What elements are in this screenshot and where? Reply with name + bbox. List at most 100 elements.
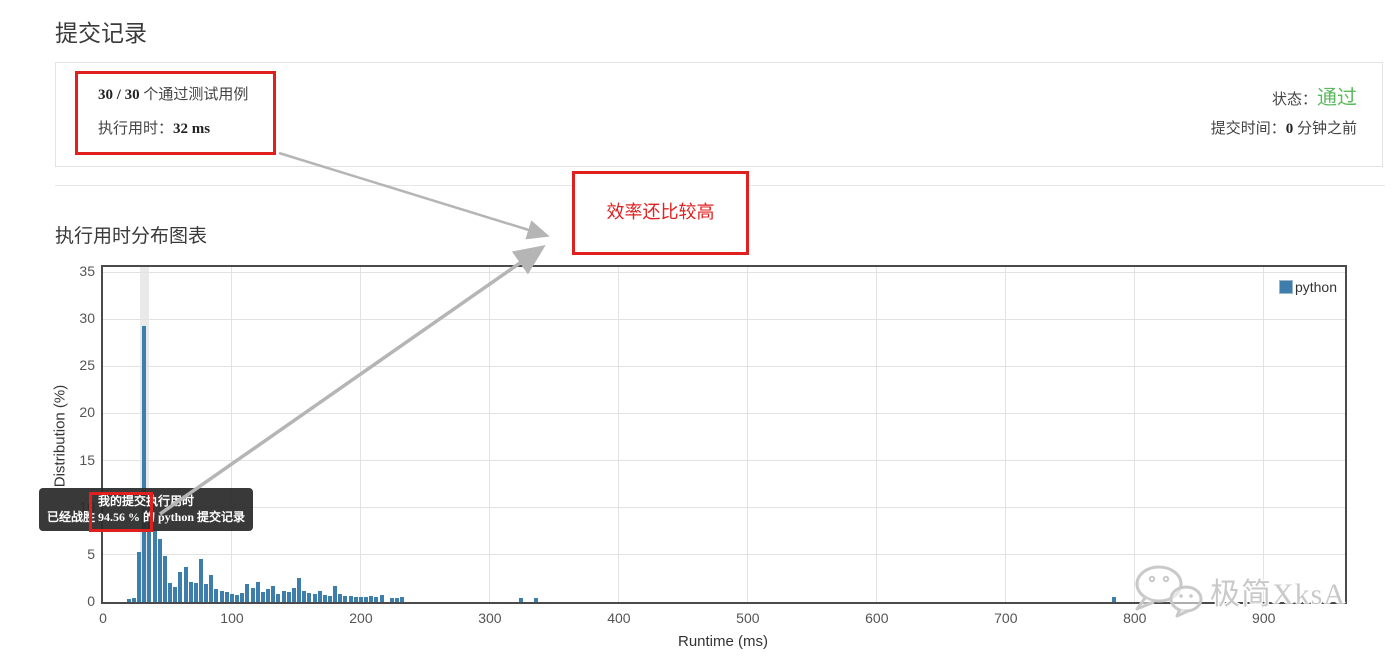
status-value: 通过 [1317,87,1357,109]
histogram-bar[interactable] [131,598,136,602]
python-legend-label: python [1294,279,1337,295]
histogram-bar[interactable] [147,503,152,602]
histogram-bar[interactable] [343,596,348,602]
histogram-bar[interactable] [240,592,245,602]
histogram-bar[interactable] [142,325,147,602]
x-gridline [618,267,620,602]
histogram-bar[interactable] [281,590,286,602]
histogram-bar[interactable] [302,590,307,602]
histogram-bar[interactable] [312,594,317,602]
histogram-bar[interactable] [224,591,229,602]
histogram-bar[interactable] [173,586,178,602]
histogram-bar[interactable] [183,567,188,602]
histogram-bar[interactable] [348,596,353,602]
x-axis-title: Runtime (ms) [677,633,769,650]
highlight-box-note: 效率还比较高 [572,171,749,255]
y-tick-label: 25 [79,357,95,374]
histogram-bar[interactable] [152,530,157,602]
x-gridline [231,267,233,602]
python-legend-swatch [1278,280,1293,294]
histogram-bar[interactable] [137,552,142,602]
histogram-bar[interactable] [235,595,240,602]
histogram-bar[interactable] [178,571,183,602]
histogram-bar[interactable] [286,591,291,602]
histogram-bar[interactable] [379,595,384,602]
x-gridline [747,267,749,602]
histogram-bar[interactable] [1112,597,1117,602]
y-tick-label: 35 [79,263,95,279]
status-label: 状态： [1271,92,1317,108]
histogram-bar[interactable] [214,588,219,602]
watermark: 极简XksA [1128,564,1346,618]
histogram-bar[interactable] [358,597,363,602]
x-tick-label: 200 [349,610,373,626]
histogram-bar[interactable] [369,596,374,602]
histogram-bar[interactable] [400,597,405,602]
y-tick-label: 15 [79,451,95,468]
highlight-box-result [75,71,276,155]
histogram-bar[interactable] [188,582,193,602]
wechat-icon [1135,565,1203,618]
x-tick-label: 500 [736,610,760,626]
histogram-bar[interactable] [276,593,281,602]
histogram-bar[interactable] [389,598,394,602]
histogram-bar[interactable] [126,599,131,602]
histogram-bar[interactable] [307,592,312,602]
runtime-value: 32 ms [173,121,211,137]
x-tick-label: 0 [99,610,107,626]
histogram-bar[interactable] [162,555,167,602]
histogram-bar[interactable] [395,598,400,602]
y-tick-label: 20 [79,404,95,421]
histogram-bar[interactable] [518,597,523,602]
histogram-bar[interactable] [534,597,539,602]
y-tick-label: 5 [87,545,95,562]
histogram-bar[interactable] [297,577,302,602]
chart-section-title: 执行用时分布图表 [55,226,208,247]
histogram-bar[interactable] [317,590,322,602]
chart-plot: python [101,265,1347,604]
y-tick-label: 30 [79,310,95,327]
histogram-bar[interactable] [209,574,214,602]
histogram-bar[interactable] [255,582,260,602]
histogram-bar[interactable] [250,587,255,602]
tests-passed-count: 30 / 30 [98,87,140,103]
histogram-bar[interactable] [245,584,250,602]
x-tick-label: 900 [1252,610,1276,626]
histogram-bar[interactable] [260,591,265,602]
y-gridline [103,318,1345,320]
histogram-bar[interactable] [271,585,276,602]
watermark-text: 极简XksA [1210,578,1347,611]
x-tick-label: 700 [994,610,1018,626]
histogram-bar[interactable] [193,583,198,602]
histogram-bar[interactable] [229,593,234,602]
x-gridline [360,267,362,602]
beats-percent: 94.56 % [97,510,140,524]
histogram-bar[interactable] [374,597,379,602]
histogram-bar[interactable] [322,595,327,602]
histogram-bar[interactable] [168,583,173,602]
annotation-note: 效率还比较高 [606,202,715,222]
result-card: 30 / 30 个通过测试用例 执行用时：32 ms 状态：通过 提交时间：0 … [55,62,1383,167]
histogram-bar[interactable] [364,597,369,602]
chart-legend[interactable]: python [1278,279,1337,295]
histogram-bar[interactable] [199,558,204,602]
runtime-label: 执行用时： [98,121,174,137]
x-gridline [1134,267,1136,602]
x-gridline [876,267,878,602]
histogram-bar[interactable] [219,590,224,602]
histogram-bar[interactable] [338,593,343,602]
histogram-bar[interactable] [327,596,332,602]
histogram-bar[interactable] [333,585,338,602]
tests-passed-text: 个通过测试用例 [139,87,249,103]
x-tick-label: 800 [1123,610,1147,626]
submit-time-value: 0 [1285,121,1294,137]
histogram-bar[interactable] [157,538,162,602]
y-gridline [103,271,1345,273]
y-gridline [103,365,1345,367]
x-tick-label: 600 [865,610,889,626]
histogram-bar[interactable] [204,584,209,602]
histogram-bar[interactable] [353,597,358,602]
histogram-bar[interactable] [266,588,271,602]
submit-time-label: 提交时间： [1210,121,1286,137]
histogram-bar[interactable] [291,587,296,602]
